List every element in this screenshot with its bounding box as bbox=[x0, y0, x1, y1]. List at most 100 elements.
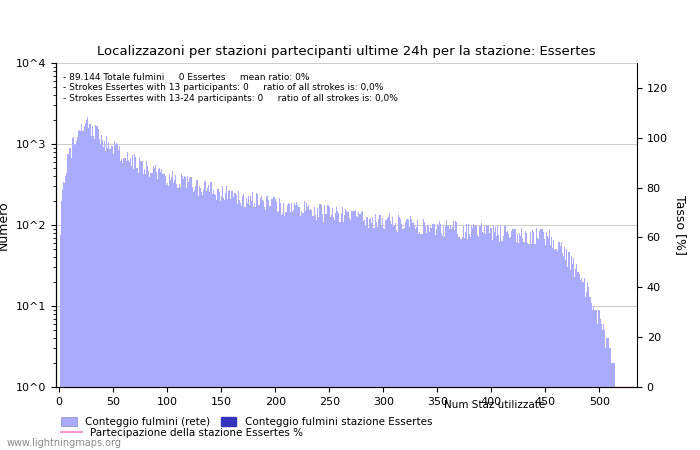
Bar bbox=[357, 217, 358, 450]
Bar bbox=[443, 225, 444, 450]
Bar bbox=[411, 220, 412, 450]
Bar bbox=[113, 154, 114, 450]
Bar bbox=[293, 210, 294, 450]
Bar bbox=[588, 288, 589, 450]
Bar bbox=[544, 238, 545, 450]
Bar bbox=[88, 128, 89, 450]
Bar bbox=[454, 230, 455, 450]
Bar bbox=[624, 387, 626, 450]
Bar bbox=[594, 310, 596, 450]
Bar bbox=[226, 186, 228, 450]
Bar bbox=[393, 226, 395, 450]
Bar bbox=[292, 212, 293, 450]
Bar bbox=[242, 196, 244, 450]
Bar bbox=[254, 202, 256, 450]
Bar bbox=[321, 205, 322, 450]
Bar bbox=[582, 282, 584, 450]
Bar bbox=[465, 232, 466, 450]
Bar bbox=[354, 211, 355, 450]
Bar bbox=[529, 232, 531, 450]
Bar bbox=[262, 201, 264, 450]
Bar bbox=[306, 203, 307, 450]
Bar bbox=[423, 219, 424, 450]
Bar bbox=[489, 228, 491, 450]
Bar bbox=[157, 179, 158, 450]
Bar bbox=[190, 177, 192, 450]
Bar bbox=[102, 140, 103, 450]
Bar bbox=[330, 217, 331, 450]
Bar bbox=[535, 244, 536, 450]
Bar bbox=[554, 250, 556, 450]
Bar bbox=[500, 226, 501, 450]
Bar bbox=[208, 185, 209, 450]
Bar bbox=[241, 206, 242, 450]
Bar bbox=[591, 303, 592, 450]
Bar bbox=[372, 217, 373, 450]
Bar bbox=[536, 228, 537, 450]
Bar bbox=[402, 229, 403, 450]
Bar bbox=[105, 151, 106, 450]
Bar bbox=[491, 239, 493, 450]
Bar bbox=[154, 168, 155, 450]
Bar bbox=[244, 207, 246, 450]
Bar bbox=[466, 224, 467, 450]
Bar bbox=[384, 229, 385, 450]
Bar bbox=[312, 216, 314, 450]
Bar bbox=[549, 230, 550, 450]
Bar bbox=[441, 233, 442, 450]
Bar bbox=[258, 205, 260, 450]
Bar bbox=[99, 144, 101, 450]
Bar bbox=[331, 215, 332, 450]
Bar bbox=[316, 220, 317, 450]
Bar bbox=[220, 196, 222, 450]
Bar bbox=[565, 260, 566, 450]
Bar bbox=[589, 297, 590, 450]
Bar bbox=[496, 236, 497, 450]
Bar bbox=[386, 220, 387, 450]
Bar bbox=[484, 226, 485, 450]
Bar bbox=[173, 183, 174, 450]
Bar bbox=[239, 200, 240, 450]
Bar bbox=[118, 150, 119, 450]
Bar bbox=[202, 195, 204, 450]
Bar bbox=[469, 234, 470, 450]
Bar bbox=[377, 227, 379, 450]
Bar bbox=[302, 213, 303, 450]
Bar bbox=[453, 221, 454, 450]
Bar bbox=[266, 196, 267, 450]
Bar bbox=[67, 154, 69, 450]
Bar bbox=[204, 181, 206, 450]
Bar bbox=[120, 161, 121, 450]
Bar bbox=[604, 330, 605, 450]
Bar bbox=[521, 228, 522, 450]
Bar bbox=[568, 252, 570, 450]
Bar bbox=[250, 196, 251, 450]
Bar bbox=[159, 168, 160, 450]
Bar bbox=[260, 196, 262, 450]
Bar bbox=[129, 162, 130, 450]
Bar bbox=[628, 387, 629, 450]
Bar bbox=[346, 211, 347, 450]
Bar bbox=[493, 225, 494, 450]
Bar bbox=[615, 387, 616, 450]
Bar bbox=[291, 203, 292, 450]
Bar bbox=[626, 387, 628, 450]
Bar bbox=[603, 324, 604, 450]
Bar bbox=[109, 148, 111, 450]
Bar bbox=[103, 147, 104, 450]
Bar bbox=[212, 194, 213, 450]
Bar bbox=[470, 237, 471, 450]
Bar bbox=[322, 214, 323, 450]
Bar bbox=[558, 243, 559, 450]
Bar bbox=[539, 231, 540, 450]
Bar bbox=[626, 387, 627, 450]
Bar bbox=[515, 242, 517, 450]
Bar bbox=[351, 211, 352, 450]
Bar bbox=[317, 208, 318, 450]
Bar bbox=[531, 243, 532, 450]
Bar bbox=[442, 236, 443, 450]
Bar bbox=[501, 241, 503, 450]
Bar bbox=[350, 220, 351, 450]
Bar bbox=[426, 233, 427, 450]
Bar bbox=[546, 232, 547, 450]
